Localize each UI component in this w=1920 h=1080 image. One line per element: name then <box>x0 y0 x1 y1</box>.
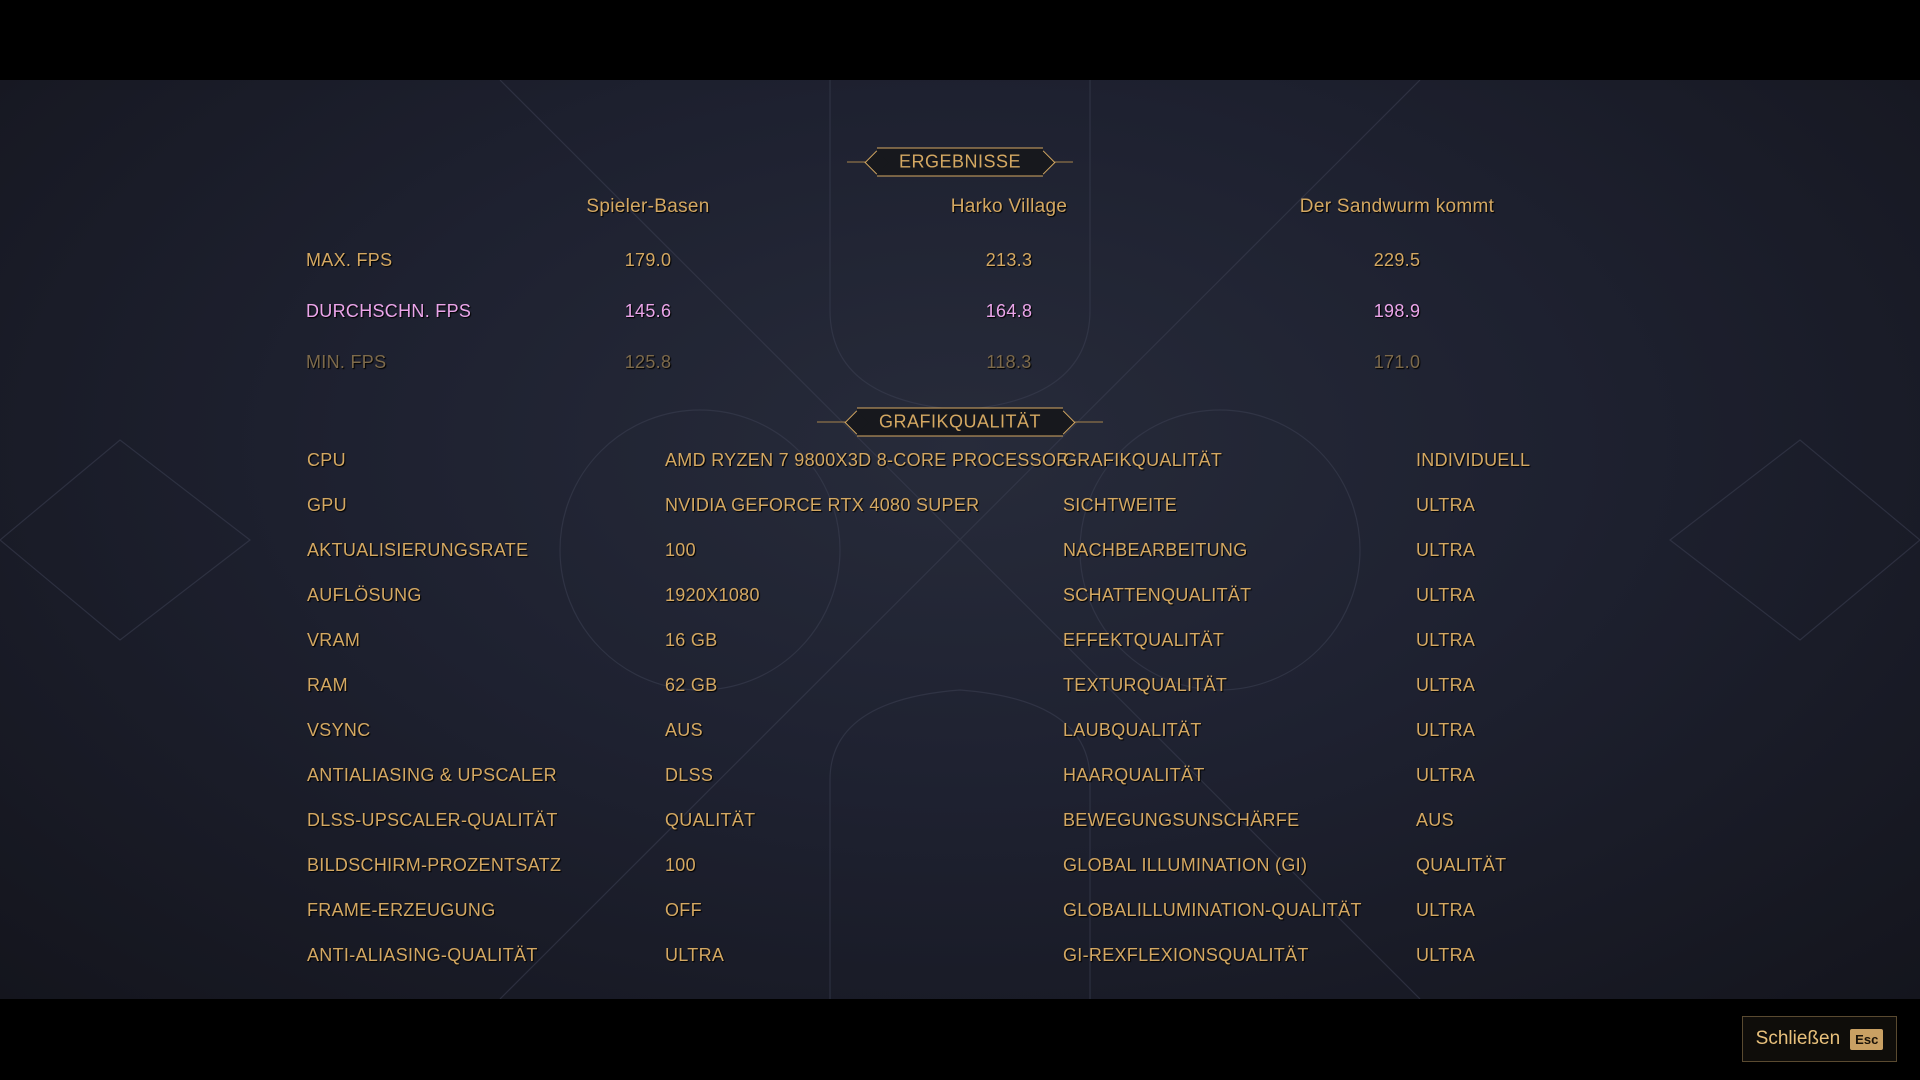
setting-value: 100 <box>665 855 696 875</box>
setting-label: BEWEGUNGSUNSCHÄRFE <box>1063 810 1300 830</box>
result-value: 198.9 <box>1373 301 1421 321</box>
esc-key-hint: Esc <box>1850 1028 1884 1050</box>
setting-label: GLOBAL ILLUMINATION (GI) <box>1063 855 1308 875</box>
setting-label: VSYNC <box>307 720 371 740</box>
setting-value: INDIVIDUELL <box>1416 450 1531 470</box>
setting-label: TEXTURQUALITÄT <box>1063 675 1228 695</box>
setting-label: AUFLÖSUNG <box>307 585 422 605</box>
result-value: 213.3 <box>985 250 1033 270</box>
top-letterbox <box>0 0 1920 80</box>
setting-label: SICHTWEITE <box>1063 495 1177 515</box>
setting-label: GI-REXFLEXIONSQUALITÄT <box>1063 945 1309 965</box>
result-value: 229.5 <box>1373 250 1421 270</box>
setting-label: GPU <box>307 495 347 515</box>
close-button[interactable]: Schließen Esc <box>1742 1016 1897 1062</box>
setting-value: ULTRA <box>665 945 725 965</box>
setting-value: 100 <box>665 540 696 560</box>
column-header: Der Sandwurm kommt <box>1299 196 1495 217</box>
setting-value: ULTRA <box>1416 900 1476 920</box>
setting-label: SCHATTENQUALITÄT <box>1063 585 1252 605</box>
setting-value: NVIDIA GEFORCE RTX 4080 SUPER <box>665 495 980 515</box>
setting-label: GLOBALILLUMINATION-QUALITÄT <box>1063 900 1362 920</box>
setting-label: ANTI-ALIASING-QUALITÄT <box>307 945 538 965</box>
setting-value: 62 GB <box>665 675 718 695</box>
result-value: 164.8 <box>985 301 1033 321</box>
result-value: 179.0 <box>624 250 672 270</box>
bottom-letterbox <box>0 999 1920 1080</box>
setting-value: ULTRA <box>1416 675 1476 695</box>
result-row-label: DURCHSCHN. FPS <box>306 301 472 321</box>
setting-value: AMD RYZEN 7 9800X3D 8-CORE PROCESSOR <box>665 450 1070 470</box>
setting-label: ANTIALIASING & UPSCALER <box>307 765 557 785</box>
setting-value: ULTRA <box>1416 585 1476 605</box>
setting-value: 16 GB <box>665 630 718 650</box>
setting-label: HAARQUALITÄT <box>1063 765 1205 785</box>
setting-value: OFF <box>665 900 702 920</box>
setting-label: EFFEKTQUALITÄT <box>1063 630 1225 650</box>
setting-value: ULTRA <box>1416 540 1476 560</box>
result-value: 171.0 <box>1373 352 1421 372</box>
setting-value: ULTRA <box>1416 495 1476 515</box>
setting-label: LAUBQUALITÄT <box>1063 720 1202 740</box>
result-row-label: MIN. FPS <box>306 352 387 372</box>
setting-value: ULTRA <box>1416 720 1476 740</box>
setting-value: ULTRA <box>1416 630 1476 650</box>
setting-value: ULTRA <box>1416 945 1476 965</box>
graphics-section-header: GRAFIKQUALITÄT <box>816 407 1104 437</box>
setting-value: QUALITÄT <box>665 810 756 830</box>
results-section-header: ERGEBNISSE <box>846 147 1074 177</box>
setting-value: AUS <box>1416 810 1454 830</box>
setting-label: NACHBEARBEITUNG <box>1063 540 1248 560</box>
setting-label: CPU <box>307 450 346 470</box>
result-value: 125.8 <box>624 352 672 372</box>
column-header: Spieler-Basen <box>586 196 710 217</box>
result-row-label: MAX. FPS <box>306 250 393 270</box>
setting-value: 1920X1080 <box>665 585 760 605</box>
setting-label: VRAM <box>307 630 361 650</box>
setting-value: QUALITÄT <box>1416 855 1507 875</box>
setting-label: FRAME-ERZEUGUNG <box>307 900 496 920</box>
benchmark-results-panel <box>0 80 1920 999</box>
result-value: 118.3 <box>986 352 1032 372</box>
results-title: ERGEBNISSE <box>898 151 1022 172</box>
setting-value: ULTRA <box>1416 765 1476 785</box>
column-header: Harko Village <box>950 196 1068 217</box>
close-label: Schließen <box>1755 1028 1841 1049</box>
setting-value: DLSS <box>665 765 714 785</box>
setting-label: GRAFIKQUALITÄT <box>1063 450 1223 470</box>
setting-label: AKTUALISIERUNGSRATE <box>307 540 529 560</box>
result-value: 145.6 <box>624 301 672 321</box>
setting-label: RAM <box>307 675 348 695</box>
setting-label: DLSS-UPSCALER-QUALITÄT <box>307 810 558 830</box>
setting-label: BILDSCHIRM-PROZENTSATZ <box>307 855 562 875</box>
setting-value: AUS <box>665 720 703 740</box>
graphics-title: GRAFIKQUALITÄT <box>878 411 1042 432</box>
